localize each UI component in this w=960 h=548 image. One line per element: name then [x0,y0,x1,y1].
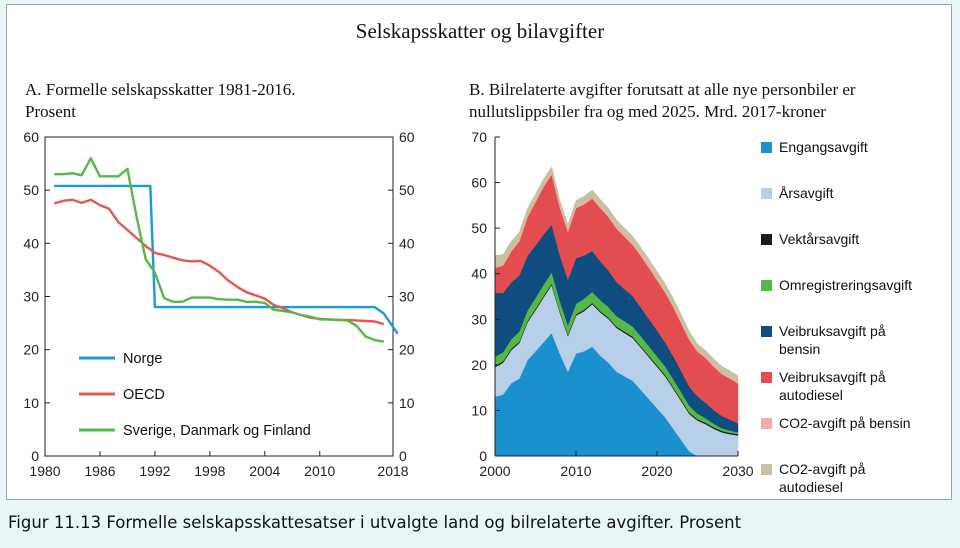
figure-title: Selskapsskatter og bilavgifter [355,19,605,43]
chart-b-ytick-label: 20 [471,357,487,373]
chart-a-y2tick-label: 0 [399,448,407,464]
chart-b-ytick-label: 50 [471,220,487,236]
panel-a-title-line1: A. Formelle selskapsskatter 1981-2016. [25,80,296,99]
chart-a-ytick-label: 50 [23,182,39,198]
chart-b-ytick-label: 0 [479,448,487,464]
chart-b-ytick-label: 60 [471,175,487,191]
chart-b-legend-label: Veibruksavgift på [779,323,886,339]
panel-b-title: B. Bilrelaterte avgifter forutsatt at al… [469,79,856,123]
panel-a-title: A. Formelle selskapsskatter 1981-2016. P… [25,79,296,123]
chart-a-legend-label: Norge [123,351,163,367]
chart-a-xtick-label: 1980 [29,463,60,479]
chart-b-xtick-label: 2030 [722,463,753,479]
chart-a-legend-label: OECD [123,387,165,403]
chart-a-y2tick-label: 20 [399,342,415,358]
chart-a-y2tick-label: 50 [399,182,415,198]
chart-b-legend-swatch [761,188,772,199]
chart-b-legend-swatch [761,234,772,245]
chart-b-ytick-label: 10 [471,402,487,418]
chart-a-ytick-label: 20 [23,342,39,358]
chart-a-y2tick-label: 60 [399,129,415,145]
figure-caption: Figur 11.13 Formelle selskapsskattesatse… [8,513,742,532]
chart-a-xtick-label: 2018 [377,463,408,479]
panel-b-title-line2: nullutslippsbiler fra og med 2025. Mrd. … [469,102,826,121]
chart-a-ytick-label: 60 [23,129,39,145]
chart-b-legend-label: Engangsavgift [779,139,868,155]
chart-b-xtick-label: 2020 [641,463,672,479]
chart-a-xtick-label: 1986 [84,463,115,479]
chart-b-legend-label: autodiesel [779,387,843,403]
chart-a-ytick-label: 40 [23,235,39,251]
chart-b-legend-swatch [761,326,772,337]
chart-b-xtick-label: 2000 [479,463,510,479]
chart-b-ytick-label: 30 [471,311,487,327]
figure-frame: Selskapsskatter og bilavgifter A. Formel… [6,4,952,500]
chart-a-xtick-label: 2010 [304,463,335,479]
chart-b-legend-swatch [761,418,772,429]
chart-a-series-line [54,184,399,335]
chart-b-xtick-label: 2010 [560,463,591,479]
chart-b-ytick-label: 40 [471,266,487,282]
chart-a-y2tick-label: 10 [399,395,415,411]
chart-b-ytick-label: 70 [471,129,487,145]
chart-b-legend-label: bensin [779,341,820,357]
chart-a-ytick-label: 0 [31,448,39,464]
chart-a-ytick-label: 30 [23,289,39,305]
panel-b-title-line1: B. Bilrelaterte avgifter forutsatt at al… [469,80,856,99]
panel-a-title-line2: Prosent [25,102,76,121]
chart-b-legend-label: Omregistreringsavgift [779,277,912,293]
chart-a-y2tick-label: 30 [399,289,415,305]
chart-b-legend-label: autodiesel [779,479,843,495]
chart-a-xtick-label: 1998 [194,463,225,479]
chart-b-legend-label: CO2-avgift på [779,461,866,477]
chart-b-legend-swatch [761,372,772,383]
chart-b-legend-label: CO2-avgift på bensin [779,415,911,431]
chart-a-ytick-label: 10 [23,395,39,411]
chart-a-y2tick-label: 40 [399,235,415,251]
chart-b-legend-swatch [761,142,772,153]
chart-a-xtick-label: 2004 [249,463,280,479]
chart-b-legend-label: Vektårsavgift [779,231,859,247]
chart-b-legend-label: Veibruksavgift på [779,369,886,385]
chart-b-legend-swatch [761,280,772,291]
chart-b-area-series [494,165,739,383]
chart-a-legend-label: Sverige, Danmark og Finland [123,423,311,439]
chart-b-legend-swatch [761,464,772,475]
chart-a-svg: 0 10 20 30 40 50 60 0 10 20 30 40 50 60 1980 1986 1992 19… [23,129,415,479]
chart-a-xtick-label: 1992 [139,463,170,479]
chart-a-series-line [54,157,385,343]
chart-b-legend-label: Årsavgift [779,185,834,201]
